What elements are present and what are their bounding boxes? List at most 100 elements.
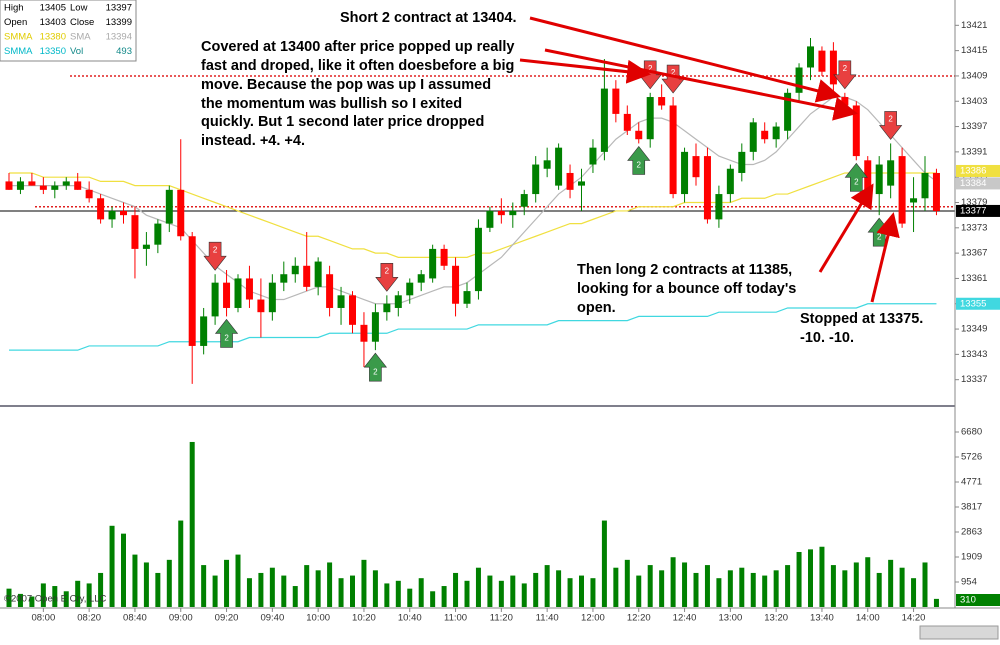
candle-body — [509, 210, 517, 216]
volume-bar — [533, 572, 539, 607]
volume-bar — [624, 559, 630, 607]
candle-body — [440, 248, 448, 266]
x-tick-label: 12:40 — [673, 613, 697, 624]
y-tick-label: 13367 — [961, 248, 987, 259]
info-value: 13380 — [40, 32, 66, 43]
candle-body — [314, 261, 322, 287]
candle-body — [257, 299, 265, 313]
y-tick-label: 4771 — [961, 477, 982, 488]
candle-body — [406, 282, 414, 296]
trade-marker — [363, 352, 388, 382]
candle-body — [188, 236, 196, 346]
y-tick-label: 13343 — [961, 349, 987, 360]
candle-body — [681, 151, 689, 195]
x-tick-label: 09:20 — [215, 613, 239, 624]
volume-bar — [40, 583, 46, 607]
y-tick-label: 13337 — [961, 374, 987, 385]
candle-body — [28, 181, 36, 186]
volume-bar — [727, 570, 733, 607]
annotation: instead. +4. +4. — [201, 133, 305, 149]
volume-bar — [178, 520, 184, 607]
volume-bar — [613, 567, 619, 607]
annotation: move. Because the pop was up I assumed — [201, 77, 491, 93]
annotation: Short 2 contract at 13404. — [340, 10, 517, 26]
candle-body — [910, 198, 918, 203]
trade-qty: 2 — [671, 68, 676, 77]
x-tick-label: 09:00 — [169, 613, 193, 624]
volume-bar — [86, 583, 92, 607]
volume-bar — [590, 578, 596, 607]
info-label: Close — [70, 17, 94, 28]
volume-bar — [418, 578, 424, 607]
trade-qty: 2 — [637, 161, 642, 170]
candle-body — [875, 164, 883, 195]
candle-body — [177, 189, 185, 237]
trade-marker — [214, 318, 239, 348]
candle-body — [772, 126, 780, 140]
candle-body — [738, 151, 746, 173]
trade-qty: 2 — [843, 64, 848, 73]
trade-marker — [203, 241, 227, 271]
volume-bar — [739, 567, 745, 607]
trade-qty: 2 — [888, 115, 893, 124]
volume-bar — [304, 565, 310, 607]
candle-body — [474, 227, 482, 292]
y-tick-label: 13379 — [961, 197, 987, 208]
volume-bar — [762, 575, 768, 607]
volume-bar — [487, 575, 493, 607]
candle-body — [841, 97, 849, 106]
candle-body — [383, 303, 391, 313]
candle-body — [566, 172, 574, 190]
volume-bar — [143, 562, 149, 607]
candle-body — [62, 181, 70, 186]
x-tick-label: 08:20 — [77, 613, 101, 624]
candle-body — [555, 147, 563, 186]
volume-bar — [865, 557, 871, 607]
info-box — [0, 0, 137, 62]
scroll-controls[interactable] — [919, 625, 999, 640]
volume-bar — [556, 570, 562, 607]
volume-bar — [819, 546, 825, 607]
y-tick-label: 13397 — [961, 121, 987, 132]
volume-bar — [29, 596, 35, 607]
candle-body — [932, 172, 940, 211]
candle-body — [371, 312, 379, 342]
volume-bar — [407, 588, 413, 607]
last-volume-label: 310 — [960, 595, 976, 606]
volume-bar — [75, 580, 81, 607]
volume-bar — [475, 567, 481, 607]
x-tick-label: 12:00 — [581, 613, 605, 624]
candle-body — [784, 92, 792, 131]
trade-marker — [879, 111, 903, 140]
trade-qty: 2 — [877, 232, 882, 241]
candle-body — [97, 198, 105, 220]
ma-box — [956, 177, 1000, 190]
x-tick-label: 08:00 — [31, 613, 55, 624]
y-tick-label: 13361 — [961, 273, 987, 284]
info-label: Vol — [70, 46, 83, 57]
volume-bar — [750, 572, 756, 607]
candle-body — [291, 265, 299, 275]
last-volume-box — [956, 594, 1000, 606]
annotation: the momentum was bullish so I exited — [201, 96, 462, 112]
copyright: ©2007 Open E Cry, LLC — [4, 594, 107, 605]
info-value: 13394 — [106, 32, 132, 43]
volume-bar — [327, 562, 333, 607]
x-tick-label: 09:40 — [260, 613, 284, 624]
candle-body — [245, 278, 253, 300]
volume-bar — [258, 572, 264, 607]
info-value: 13350 — [40, 46, 66, 57]
volume-bar — [670, 557, 676, 607]
candle-body — [429, 248, 437, 279]
volume-bar — [246, 578, 252, 607]
candle-body — [268, 282, 276, 313]
x-tick-label: 11:40 — [536, 613, 559, 624]
info-value: 493 — [116, 46, 132, 57]
candle-body — [120, 210, 127, 216]
candle-body — [543, 160, 551, 169]
volume-bar — [121, 533, 126, 607]
y-tick-label: 13373 — [961, 222, 987, 233]
candle-body — [807, 46, 814, 68]
y-tick-label: 13349 — [961, 324, 987, 335]
info-values: High 13405 Low 13397 Open 13403 Close 13399 SMMA… — [4, 3, 132, 58]
